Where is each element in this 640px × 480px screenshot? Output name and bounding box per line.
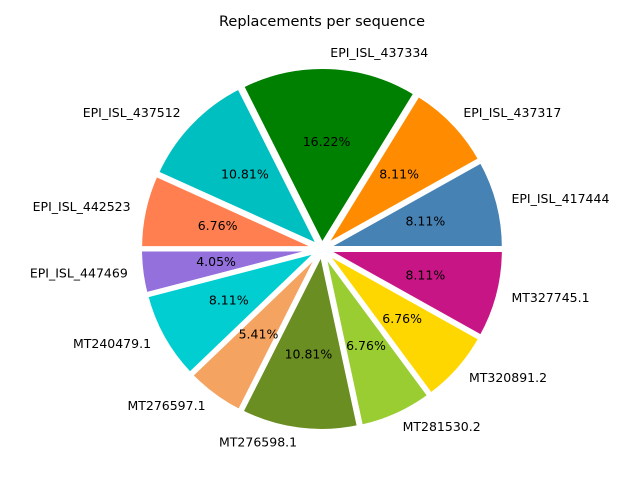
slice-label: MT320891.2 [469, 370, 547, 385]
slice-percent-label: 8.11% [405, 267, 445, 282]
slice-label: MT327745.1 [511, 290, 589, 305]
pie-labels: EPI_ISL_417444 EPI_ISL_437317 EPI_ISL_4373… [30, 45, 610, 450]
slice-label: EPI_ISL_437512 [83, 105, 181, 120]
slice-percent-label: 8.11% [379, 167, 419, 182]
slice-percent-label: 6.76% [382, 311, 422, 326]
pie-slice-7 [189, 250, 322, 414]
slice-percent-label: 6.76% [198, 218, 238, 233]
slice-percent-label: 10.81% [221, 167, 269, 182]
slice-label: MT276597.1 [127, 398, 205, 413]
pie-slice-0 [323, 159, 506, 250]
pie-slice-3 [154, 85, 322, 249]
pie-slice-6 [144, 248, 321, 377]
slice-label: MT240479.1 [73, 336, 151, 351]
pie-percent-labels: 8.11% 8.11% 16.22% 10.81% 6.76% 4.05% 8.11% 5.4… [196, 134, 445, 362]
slice-percent-label: 8.11% [405, 214, 445, 229]
slice-label: EPI_ISL_442523 [33, 199, 131, 214]
slice-percent-label: 4.05% [196, 254, 236, 269]
pie-slice-11 [323, 248, 506, 339]
slice-percent-label: 16.22% [303, 134, 351, 149]
slice-percent-label: 8.11% [209, 293, 249, 308]
slice-label: MT276598.1 [219, 435, 297, 450]
slice-percent-label: 6.76% [346, 338, 386, 353]
slice-percent-label: 10.81% [285, 346, 333, 361]
chart-title: Replacements per sequence [219, 14, 425, 30]
slice-label: MT281530.2 [403, 419, 481, 434]
slice-label: EPI_ISL_437334 [330, 45, 428, 60]
pie-slice-2 [240, 65, 418, 248]
slice-label: EPI_ISL_417444 [511, 191, 609, 206]
pie-slice-8 [239, 250, 361, 433]
pie-slice-1 [322, 92, 483, 249]
pie-wedges [138, 65, 506, 433]
slice-label: EPI_ISL_447469 [30, 265, 128, 280]
slice-percent-label: 5.41% [239, 326, 279, 341]
slice-label: EPI_ISL_437317 [463, 105, 561, 120]
